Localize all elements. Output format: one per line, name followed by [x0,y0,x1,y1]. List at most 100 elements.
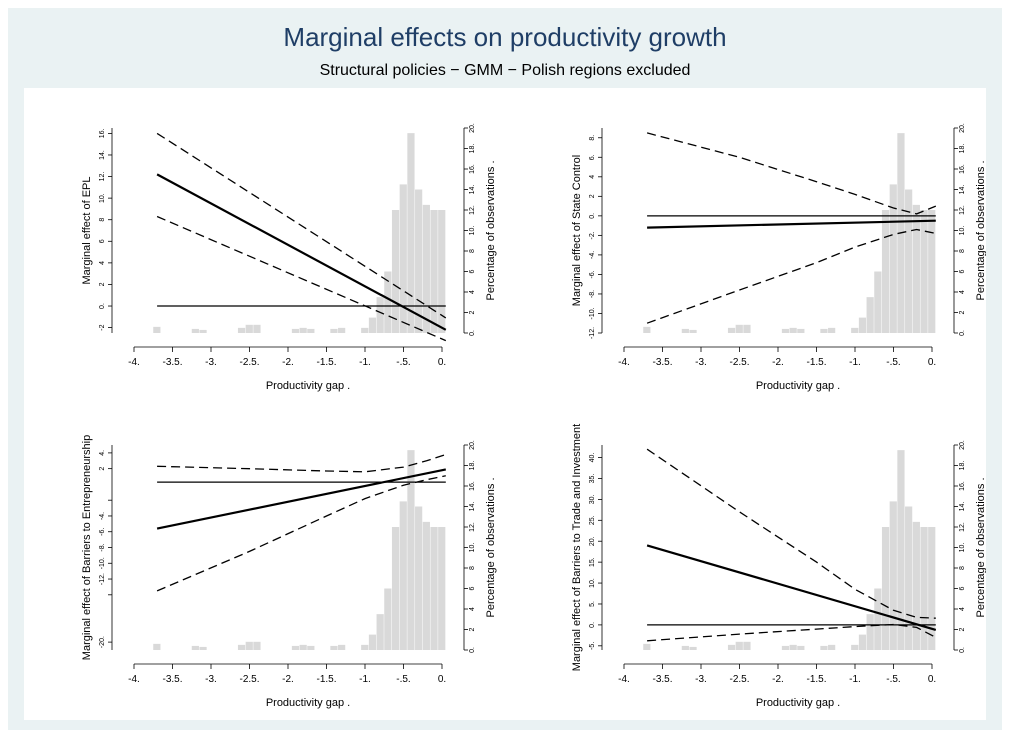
y2-tick-label: 12. [469,205,476,215]
x-tick-label: -2.5. [239,674,259,685]
y2-tick-label: 14. [959,185,966,195]
x-tick-label: -.5. [886,674,900,685]
y-tick-label: -6. [589,270,596,278]
confidence-band-line [156,132,447,319]
histogram-bar [735,641,743,650]
histogram-bar [920,210,928,333]
histogram-bar [237,644,246,650]
x-tick-label: -.5. [886,357,900,368]
y-tick-label: 4 [99,261,106,265]
y2-tick-label: 20. [959,123,966,133]
y2-tick-label: 0. [469,330,476,336]
y-tick-label: 14. [99,150,106,160]
histogram-bar [399,184,407,333]
histogram-bar [681,645,689,650]
y-tick-label: 2 [99,467,106,471]
marginal-effect-line [156,468,447,530]
y-tick-label: -4. [589,251,596,259]
histogram-bar [430,527,438,650]
histogram-bar [689,646,697,650]
panel-3: -4. -3.5. -3. -2.5. -2. -1.5. -1. -.5. 0. Product… [81,435,497,709]
x-tick-label: -1. [359,357,371,368]
y-axis-label: Marginal effect of Barriers to Trade and… [571,424,583,671]
x-tick-label: 0. [438,674,446,685]
x-tick-label: -3.5. [162,674,182,685]
y2-tick-label: 8 [469,566,476,570]
histogram-bar [689,329,697,333]
marginal-effect-line [156,173,447,331]
y-tick-label: 0. [589,622,596,628]
histogram-bar [368,317,377,333]
y2-tick-label: 12. [959,522,966,532]
y-tick-label: -10. [589,307,596,319]
x-tick-label: -3.5. [652,357,672,368]
x-tick-label: -1.5. [806,674,826,685]
histogram-bar [874,271,882,333]
y-tick-label: 12. [99,172,106,182]
histogram-bar [874,588,882,650]
histogram-bar [330,328,338,333]
y2-tick-label: 6 [959,586,966,590]
panel-4: -4. -3.5. -3. -2.5. -2. -1.5. -1. -.5. 0. Product… [571,424,987,709]
histogram-bar [422,204,430,333]
histogram-bar [338,327,346,333]
confidence-band-line [156,215,447,342]
y2-tick-label: 6 [469,269,476,273]
histogram-bar [743,641,751,650]
y-tick-label: 4 [589,175,596,179]
y2-tick-label: 10. [469,226,476,236]
histogram-bar [253,324,261,333]
histogram-bar [889,501,897,650]
y-axis-label: Marginal effect of State Control [571,155,583,306]
chart-frame: Marginal effects on productivity growth … [8,8,1002,730]
histogram-bar [438,210,446,333]
charts-svg: -4. -3.5. -3. -2.5. -2. -1.5. -1. -.5. 0.Product… [81,123,987,709]
histogram-bar [889,184,897,333]
x-tick-label: -1. [359,674,371,685]
histogram-bar [912,204,920,333]
y2-tick-label: 8 [469,249,476,253]
histogram-bar [191,645,199,650]
x-tick-label: -.5. [396,674,410,685]
histogram-bar [928,527,936,650]
marginal-effect-line [646,544,937,631]
x-tick-label: -3. [205,357,217,368]
y2-axis-label: Percentage of observations . [975,160,986,300]
histogram-bar [384,271,392,333]
y-tick-label: 2 [589,194,596,198]
histogram-bar [828,644,836,650]
histogram-bar [858,317,867,333]
x-tick-label: 0. [928,357,936,368]
y2-axis-label: Percentage of observations . [485,160,497,300]
histogram-bar [199,329,207,333]
y-tick-label: 4. [99,450,106,456]
x-tick-label: -1.5. [316,674,336,685]
x-tick-label: -2. [282,357,294,368]
x-axis-label: Productivity gap . [266,697,350,709]
histogram-bar [928,210,936,333]
histogram-bar [897,450,905,650]
y-tick-label: 20. [589,536,596,546]
y-tick-label: -10. [99,557,106,569]
y-tick-label: -5. [589,642,596,650]
y-axis-label: Marginal effect of Barriers to Entrepren… [81,435,93,660]
y2-tick-label: 0. [959,330,966,336]
y2-tick-label: 10. [469,543,476,553]
histogram-bar [338,644,346,650]
histogram-bar [422,521,430,650]
histogram-bar [820,645,828,650]
histogram-bar [735,324,743,333]
y-tick-label: 5. [589,601,596,607]
confidence-band-line [646,228,936,324]
histogram-bar [881,210,890,333]
y-tick-label: -4. [99,512,106,520]
chart-title: Marginal effects on productivity growth [283,22,727,52]
x-axis-label: Productivity gap . [756,380,840,392]
y2-tick-label: 20. [469,123,476,133]
x-tick-label: -2.5. [239,357,259,368]
histogram-bar [361,327,369,333]
histogram-bar [920,527,928,650]
x-tick-label: -2.5. [729,674,749,685]
confidence-band-line [646,132,937,215]
plot-area: -4. -3.5. -3. -2.5. -2. -1.5. -1. -.5. 0. Product… [24,88,987,720]
